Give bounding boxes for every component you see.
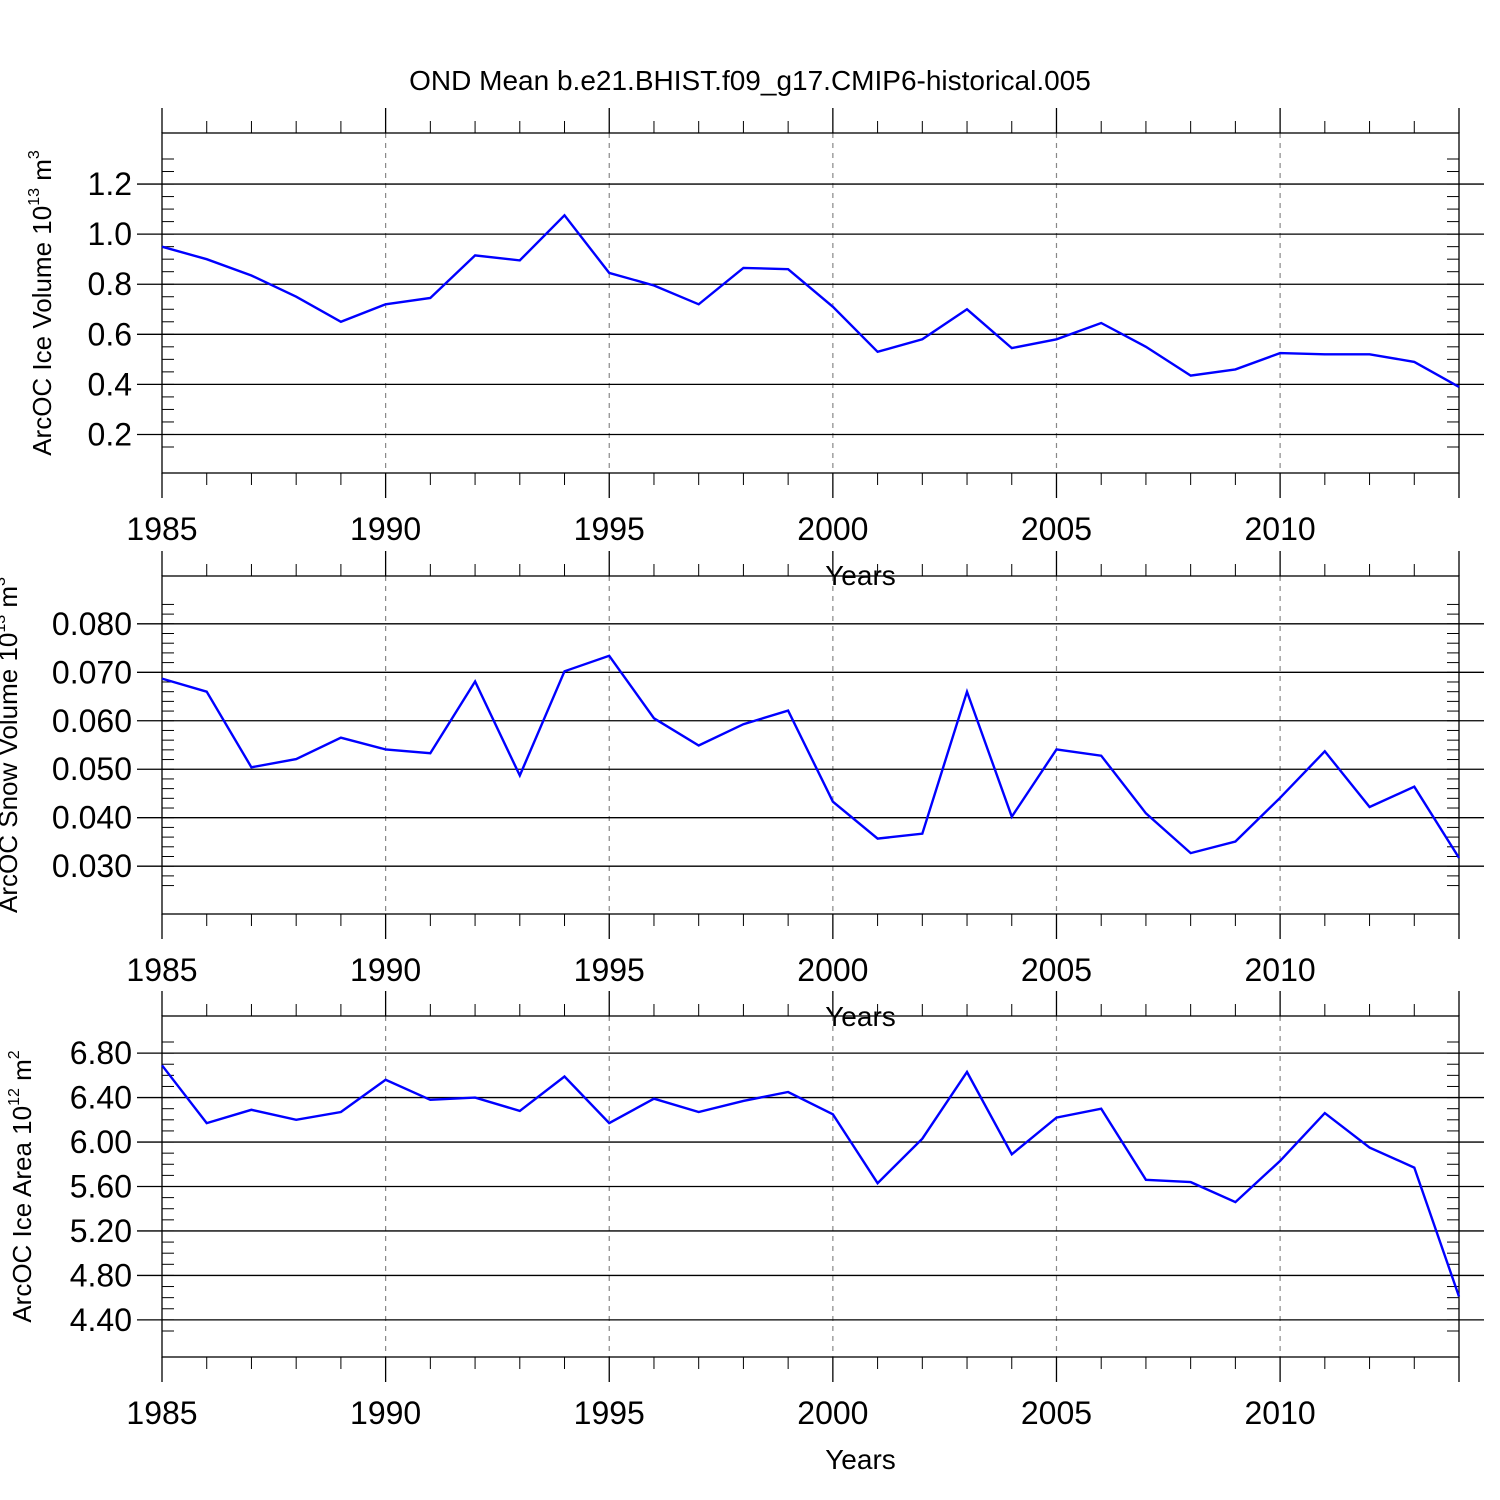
y-axis-label-text: ArcOC Ice Area 10 — [7, 1106, 37, 1323]
y-tick-label: 6.40 — [70, 1080, 132, 1116]
x-tick-label: 2005 — [1021, 1395, 1092, 1431]
y-tick-label: 0.060 — [52, 703, 132, 739]
panel-3: 4.40 4.80 5.20 5.60 6.00 6.40 6.80 1985 1990 1995… — [6, 991, 1484, 1475]
y-tick-label: 0.2 — [88, 416, 132, 452]
y-tick-label: 0.8 — [88, 266, 132, 302]
y-axis-label-exponent: 12 — [6, 1088, 23, 1106]
plot-frame — [161, 132, 1460, 474]
y-axis-label-text: ArcOC Ice Volume 10 — [27, 206, 57, 456]
y-tick-label: 6.00 — [70, 1124, 132, 1160]
x-tick-label: 1995 — [574, 952, 645, 988]
y-tick-label: 0.070 — [52, 654, 132, 690]
y-axis-label-exponent: 13 — [26, 188, 43, 206]
y-tick-label: 0.6 — [88, 316, 132, 352]
x-tick-label: 1990 — [350, 1395, 421, 1431]
y-axis-label-text: ArcOC Snow Volume 10 — [0, 633, 23, 913]
x-tick-label: 1990 — [350, 511, 421, 547]
y-tick-label: 6.80 — [70, 1035, 132, 1071]
y-axis-label-unit-exponent: 2 — [6, 1050, 23, 1059]
y-axis-label: ArcOC Snow Volume 1013 m3 — [0, 577, 23, 913]
y-tick-label: 1.2 — [88, 166, 132, 202]
x-tick-label: 2000 — [797, 952, 868, 988]
panel-2: 0.030 0.040 0.050 0.060 0.070 0.080 1985 1990 19… — [0, 551, 1484, 1032]
x-tick-label: 1985 — [126, 952, 197, 988]
x-tick-label: 1990 — [350, 952, 421, 988]
x-tick-label: 2005 — [1021, 511, 1092, 547]
y-tick-label: 0.040 — [52, 800, 132, 836]
y-tick-label: 0.050 — [52, 751, 132, 787]
y-axis-label-exponent: 13 — [0, 615, 9, 633]
x-axis-label: Years — [825, 1444, 896, 1475]
y-tick-label: 0.030 — [52, 848, 132, 884]
y-axis-label-unit-exponent: 3 — [0, 577, 9, 586]
y-tick-label: 0.4 — [88, 366, 132, 402]
figure-title: OND Mean b.e21.BHIST.f09_g17.CMIP6-histo… — [409, 65, 1091, 96]
x-tick-label: 1995 — [574, 511, 645, 547]
y-axis-label-unit: m — [0, 586, 23, 615]
x-tick-label: 1985 — [126, 1395, 197, 1431]
series-line — [161, 654, 1461, 859]
y-axis-label-unit-exponent: 3 — [26, 150, 43, 159]
x-tick-label: 1995 — [574, 1395, 645, 1431]
x-tick-label: 1985 — [126, 511, 197, 547]
x-tick-label: 2000 — [797, 1395, 868, 1431]
y-tick-label: 0.080 — [52, 606, 132, 642]
x-tick-label: 2010 — [1245, 1395, 1316, 1431]
panel-1: 0.2 0.4 0.6 0.8 1.0 1.2 1985 1990 1995 2000 2005 20… — [26, 108, 1484, 591]
x-tick-label: 2005 — [1021, 952, 1092, 988]
y-tick-label: 4.40 — [70, 1302, 132, 1338]
y-axis-label-unit: m — [7, 1059, 37, 1088]
x-tick-label: 2010 — [1245, 952, 1316, 988]
y-tick-label: 5.20 — [70, 1213, 132, 1249]
y-axis-label-unit: m — [27, 159, 57, 188]
plot-frame — [161, 575, 1460, 915]
series-line — [161, 1064, 1461, 1297]
y-axis-label: ArcOC Ice Area 1012 m2 — [6, 1050, 37, 1322]
y-tick-label: 4.80 — [70, 1257, 132, 1293]
x-tick-label: 2000 — [797, 511, 868, 547]
y-axis-label: ArcOC Ice Volume 1013 m3 — [26, 150, 57, 456]
series-line — [161, 213, 1460, 388]
y-tick-label: 5.60 — [70, 1169, 132, 1205]
y-tick-label: 1.0 — [88, 216, 132, 252]
x-tick-label: 2010 — [1245, 511, 1316, 547]
